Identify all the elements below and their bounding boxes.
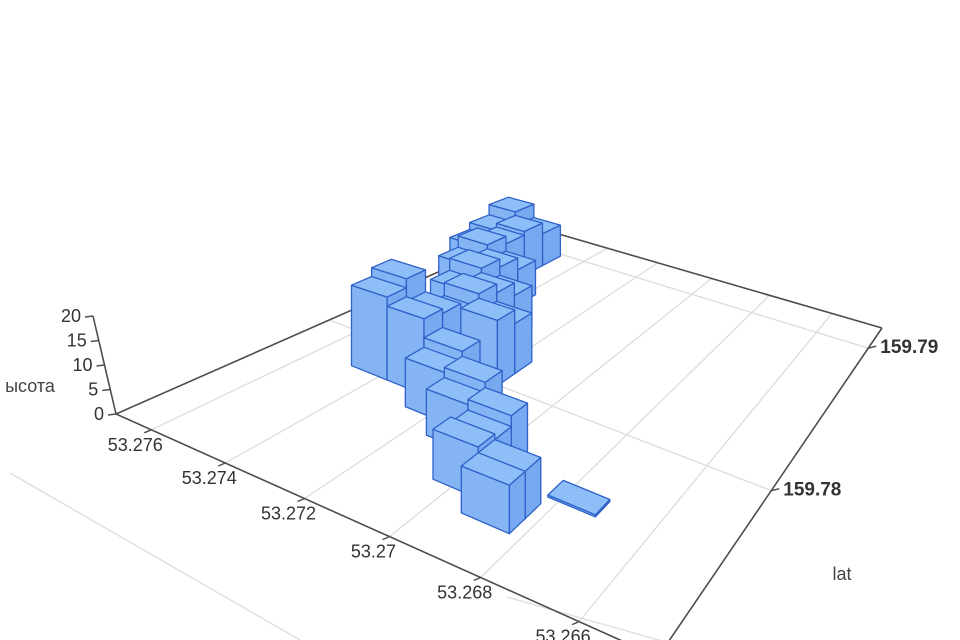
- x-tick: [297, 497, 305, 503]
- axis-labels: 0 5 10 15 20 ысота 53.276 53.274 53.272 53.27 53.2…: [5, 306, 938, 640]
- y-axis-title: lat: [832, 564, 851, 584]
- bar-top-face: [495, 214, 544, 233]
- y-tick: [771, 487, 780, 492]
- floor-edge-front: [115, 413, 623, 640]
- z-tick: [90, 339, 99, 343]
- z-tick-label: 15: [67, 331, 87, 351]
- z-tick: [96, 364, 105, 367]
- bar-top-face: [350, 275, 408, 298]
- bars-group: [350, 196, 611, 535]
- bar-top-face: [467, 386, 529, 417]
- x-tick-label: 53.276: [108, 435, 163, 455]
- x-tick-label: 53.268: [437, 583, 492, 603]
- y-tick-label: 159.79: [880, 337, 938, 358]
- x-tick-label: 53.272: [261, 504, 316, 524]
- bar-top-face: [547, 479, 611, 516]
- x-tick-label: 53.274: [182, 468, 237, 488]
- bar-top-face: [449, 249, 501, 269]
- x-tick: [473, 576, 481, 582]
- x-tick: [218, 462, 226, 467]
- bar-top-face: [443, 355, 503, 383]
- outer-grid-line: [9, 472, 301, 640]
- bar-top-face: [423, 326, 481, 353]
- bar-front-face: [350, 284, 388, 381]
- lon-gridline: [511, 238, 869, 349]
- floor-edge-right: [668, 327, 883, 640]
- z-axis-title: ысота: [5, 376, 56, 396]
- z-tick-label: 20: [61, 306, 81, 326]
- floor-edge-back-right: [537, 227, 883, 329]
- axis-lines: [84, 227, 883, 640]
- lat-gridline: [389, 277, 712, 538]
- z-tick-label: 5: [88, 380, 98, 400]
- x-tick: [143, 429, 152, 434]
- x-tick: [382, 535, 390, 541]
- bar-top-face: [386, 296, 444, 320]
- z-tick: [107, 413, 117, 416]
- bar-top-face: [457, 227, 507, 246]
- z-tick: [102, 388, 111, 392]
- outer-grid-line: [506, 596, 661, 640]
- lat-gridline: [480, 294, 770, 578]
- bar-top-face: [370, 258, 427, 280]
- bar-top-face: [460, 452, 526, 486]
- bar-top-face: [488, 196, 535, 213]
- bar-top-face: [460, 297, 516, 322]
- x-tick-label: 53.27: [351, 542, 396, 562]
- bar-3d: [547, 479, 611, 518]
- y-tick-label: 159.78: [783, 480, 841, 501]
- x-tick: [571, 620, 580, 626]
- z-tick-label: 0: [94, 404, 104, 424]
- bar-3d: [460, 452, 526, 535]
- lat-gridline: [578, 313, 833, 623]
- z-tick: [84, 315, 94, 318]
- bar-top-face: [443, 272, 498, 295]
- z-tick-label: 10: [72, 355, 92, 375]
- bar-top-face: [432, 416, 496, 448]
- y-tick: [868, 345, 877, 349]
- x-tick-label: 53.266: [536, 627, 591, 640]
